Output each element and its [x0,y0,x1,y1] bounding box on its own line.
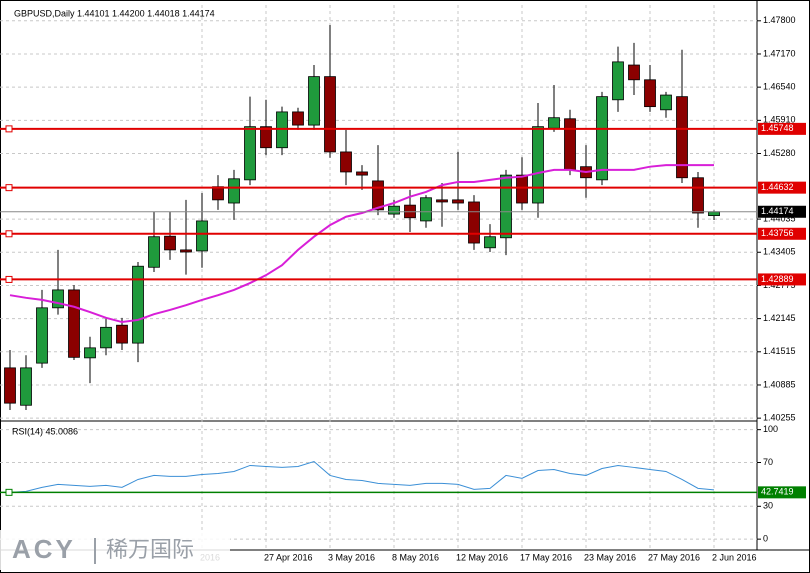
level-box [758,122,806,135]
candle-body [372,180,384,211]
level-marker [5,125,13,133]
candle-body [116,324,128,344]
candle-body [516,174,528,204]
candle-body [180,249,192,253]
candle-body [612,61,624,101]
level-label: 1.43756 [761,228,794,238]
chart-title: GBPUSD,Daily 1.44101 1.44200 1.44018 1.4… [14,8,215,18]
candle-body [436,199,448,203]
level-label: 1.45748 [761,123,794,133]
candle-body [548,117,560,129]
candle-body [36,307,48,364]
candle-body [20,367,32,406]
x-tick-label: 27 May 2016 [648,552,700,562]
candle-body [468,201,480,244]
y-tick-label: 1.43405 [763,247,796,257]
candle-body [196,220,208,252]
candle-body [420,197,432,222]
candle-body [660,94,672,111]
y-tick-label: 1.45910 [763,115,796,125]
candle-body [84,347,96,359]
y-tick-label: 1.42145 [763,313,796,323]
x-tick-label: 2 Jun 2016 [712,552,757,562]
logo-brand: ACY [12,534,76,564]
candle-body [628,64,640,81]
indicator-title: RSI(14) 45.0086 [12,426,78,436]
candle-body [260,126,272,149]
candle-body [596,96,608,181]
candle-body [644,79,656,108]
level-marker [5,488,13,496]
level-marker [5,184,13,192]
last-price-box [758,205,806,218]
x-tick-label: 17 May 2016 [520,552,572,562]
candle-body [148,236,160,268]
x-tick-label: 27 Apr 2016 [264,552,313,562]
y-tick-label: 100 [763,424,778,434]
y-tick-label: 1.41515 [763,346,796,356]
candle-body [564,118,576,171]
candle-body [244,126,256,181]
candle-body [68,289,80,358]
candle-body [100,326,112,349]
candle-body [500,174,512,239]
candle-body [484,236,496,249]
y-tick-label: 1.40885 [763,379,796,389]
candle-body [676,96,688,179]
candle-body [52,289,64,309]
indicator-line [9,460,715,493]
y-tick-label: 70 [763,457,773,467]
candle-body [212,186,224,201]
candle-body [356,171,368,176]
level-marker [5,275,13,283]
candle-body [132,265,144,344]
moving-average [9,164,714,324]
level-box [758,273,806,286]
level-box [758,181,806,194]
level-label: 1.44632 [761,182,794,192]
candle-body [452,199,464,204]
y-tick-label: 1.47170 [763,48,796,58]
candle-body [292,111,304,126]
level-label: 42.7419 [761,487,794,497]
x-tick-label: 12 May 2016 [456,552,508,562]
candle-body [228,178,240,204]
y-tick-label: 1.40255 [763,413,796,423]
y-tick-label: 30 [763,501,773,511]
logo: ACY 稀万国际 [0,530,230,570]
candle-body [324,76,336,153]
candle-body [692,177,704,214]
candle-body [708,211,720,217]
y-tick-label: 1.44035 [763,213,796,223]
logo-backdrop [0,530,230,570]
x-tick-label: 23 May 2016 [584,552,636,562]
candle-body [308,76,320,126]
candle-body [532,126,544,204]
y-tick-label: 1.47800 [763,15,796,25]
level-box [758,486,806,499]
y-tick-label: 1.45280 [763,148,796,158]
x-tick-label: 8 May 2016 [392,552,439,562]
level-box [758,227,806,240]
y-tick-label: 0 [763,534,768,544]
y-tick-label: 1.46540 [763,82,796,92]
x-tick-label: 3 May 2016 [328,552,375,562]
candle-body [340,151,352,173]
logo-name: 稀万国际 [106,537,194,562]
candle-body [388,205,400,215]
candle-body [164,235,176,251]
last-price-label: 1.44174 [761,206,794,216]
candle-body [4,367,16,404]
level-marker [5,230,13,238]
level-label: 1.42889 [761,274,794,284]
